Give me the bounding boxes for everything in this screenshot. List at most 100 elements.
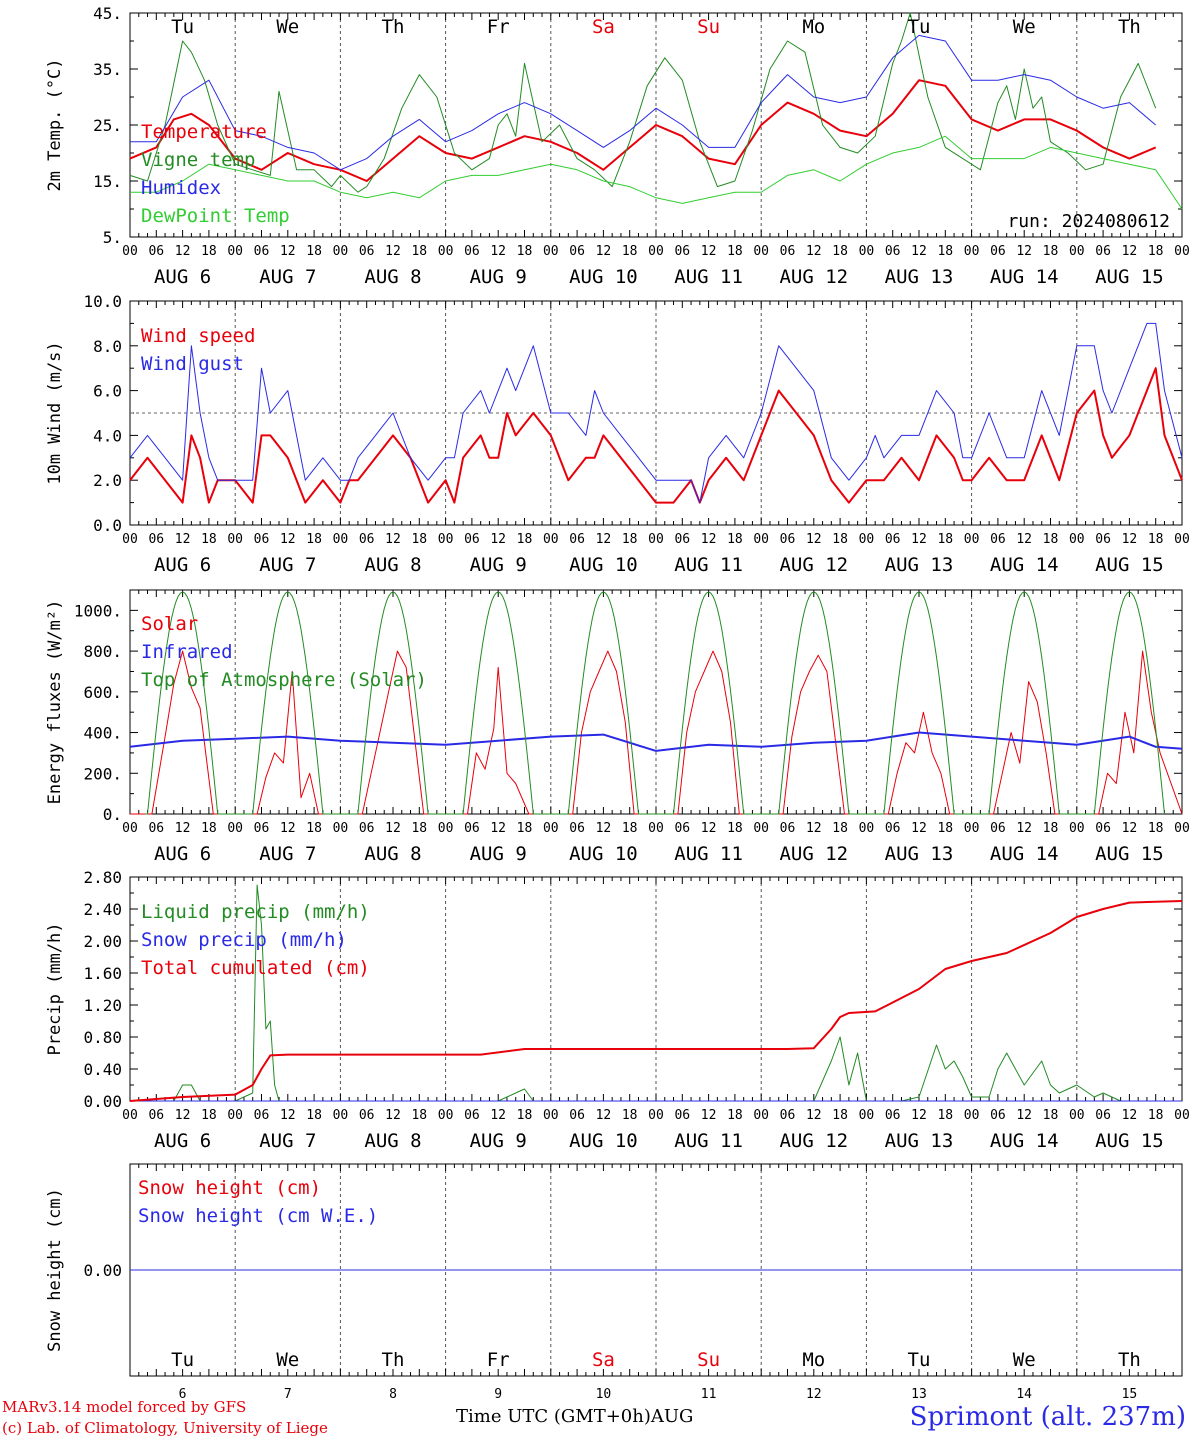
x-hour-label: 12 (1122, 532, 1138, 547)
weekday-label: Fr (487, 1349, 510, 1371)
x-hour-label: 18 (937, 244, 953, 259)
x-hour-label: 06 (148, 821, 164, 836)
x-hour-label: 00 (227, 244, 243, 259)
series-line-temperature (129, 79, 1157, 182)
x-day-number: 8 (389, 1387, 397, 1402)
y-tick-label: 0. (103, 805, 122, 824)
weekday-label: We (1013, 16, 1036, 38)
x-hour-label: 00 (333, 244, 349, 259)
x-day-number: 6 (179, 1387, 187, 1402)
x-hour-label: 18 (727, 1108, 743, 1123)
x-hour-label: 00 (753, 244, 769, 259)
y-tick-label: 600. (83, 683, 122, 702)
x-hour-label: 06 (674, 532, 690, 547)
x-hour-label: 00 (1069, 821, 1085, 836)
x-hour-label: 18 (306, 821, 322, 836)
x-date-label: AUG 9 (470, 843, 527, 865)
x-hour-label: 12 (385, 532, 401, 547)
x-hour-label: 00 (964, 532, 980, 547)
y-tick-label: 0.40 (83, 1060, 122, 1079)
x-hour-label: 12 (1122, 821, 1138, 836)
x-hour-label: 06 (674, 244, 690, 259)
x-hour-label: 06 (464, 1108, 480, 1123)
weekday-label: Mo (802, 1349, 825, 1371)
x-date-label: AUG 12 (779, 1130, 848, 1152)
x-axis-month: AUG (650, 1406, 694, 1427)
y-tick-label: 800. (83, 642, 122, 661)
model-credit: MARv3.14 model forced by GFS (2, 1398, 247, 1416)
x-date-label: AUG 10 (569, 1130, 638, 1152)
x-date-label: AUG 6 (154, 266, 211, 288)
x-hour-label: 12 (280, 1108, 296, 1123)
x-day-number: 9 (494, 1387, 502, 1402)
x-hour-label: 12 (280, 532, 296, 547)
y-tick-label: 25. (93, 116, 122, 135)
x-hour-label: 00 (964, 1108, 980, 1123)
x-date-label: AUG 7 (259, 843, 316, 865)
x-date-label: AUG 10 (569, 843, 638, 865)
x-hour-label: 00 (859, 532, 875, 547)
y-tick-label: 2.40 (83, 900, 122, 919)
x-hour-label: 12 (911, 1108, 927, 1123)
x-hour-label: 18 (306, 532, 322, 547)
legend-entry: Wind speed (141, 325, 255, 347)
x-hour-label: 00 (227, 1108, 243, 1123)
x-hour-label: 06 (359, 532, 375, 547)
series-line-wind-speed (129, 367, 1183, 504)
x-date-label: AUG 6 (154, 843, 211, 865)
x-hour-label: 18 (411, 532, 427, 547)
x-date-label: AUG 15 (1095, 266, 1164, 288)
y-tick-label: 35. (93, 60, 122, 79)
panel-temp: 5. 15. 25. 35. 45. 2m Temp. (°C) Temperature Vi… (45, 4, 1190, 288)
x-date-label: AUG 7 (259, 266, 316, 288)
x-hour-label: 06 (885, 244, 901, 259)
x-hour-label: 00 (1069, 244, 1085, 259)
x-hour-label: 12 (806, 244, 822, 259)
x-hour-label: 18 (1148, 244, 1164, 259)
x-hour-label: 06 (780, 821, 796, 836)
x-hour-label: 00 (859, 821, 875, 836)
x-hour-label: 12 (490, 532, 506, 547)
x-hour-label: 18 (1148, 532, 1164, 547)
x-hour-label: 12 (490, 1108, 506, 1123)
x-hour-label: 00 (648, 1108, 664, 1123)
weekday-label: Sa (592, 1349, 615, 1371)
x-hour-label: 06 (569, 244, 585, 259)
x-hour-label: 06 (464, 532, 480, 547)
legend-entry: DewPoint Temp (141, 205, 290, 227)
x-hour-label: 12 (175, 244, 191, 259)
x-date-label: AUG 14 (990, 843, 1059, 865)
x-hour-label: 18 (1148, 821, 1164, 836)
x-hour-label: 18 (727, 532, 743, 547)
x-hour-label: 06 (148, 244, 164, 259)
x-hour-label: 06 (780, 532, 796, 547)
x-date-label: AUG 11 (674, 843, 743, 865)
x-hour-label: 06 (359, 1108, 375, 1123)
weekday-label: Tu (171, 1349, 194, 1371)
x-hour-label: 18 (937, 532, 953, 547)
x-hour-label: 00 (753, 1108, 769, 1123)
x-hour-label: 06 (990, 1108, 1006, 1123)
x-date-label: AUG 15 (1095, 1130, 1164, 1152)
x-hour-label: 00 (227, 532, 243, 547)
x-hour-label: 18 (727, 244, 743, 259)
x-hour-label: 06 (674, 1108, 690, 1123)
legend-entry: Top of Atmosphere (Solar) (141, 669, 427, 691)
x-hour-label: 06 (990, 532, 1006, 547)
x-hour-label: 18 (832, 821, 848, 836)
weekday-label: Th (1118, 1349, 1141, 1371)
x-hour-label: 18 (622, 532, 638, 547)
x-hour-label: 12 (385, 821, 401, 836)
x-hour-label: 18 (411, 821, 427, 836)
panel-precip: 0.00 0.40 0.80 1.20 1.60 2.00 2.40 2.80 Precip (… (45, 868, 1190, 1152)
x-hour-label: 12 (701, 1108, 717, 1123)
x-hour-label: 00 (753, 821, 769, 836)
y-tick-label: 0.0 (93, 516, 122, 535)
x-date-label: AUG 14 (990, 266, 1059, 288)
y-tick-label: 2.0 (93, 471, 122, 490)
plot-frame (129, 589, 1183, 815)
x-hour-label: 06 (254, 821, 270, 836)
weekday-label: Tu (908, 16, 931, 38)
y-tick-label: 2.00 (83, 932, 122, 951)
legend-entry: Temperature (141, 121, 267, 143)
